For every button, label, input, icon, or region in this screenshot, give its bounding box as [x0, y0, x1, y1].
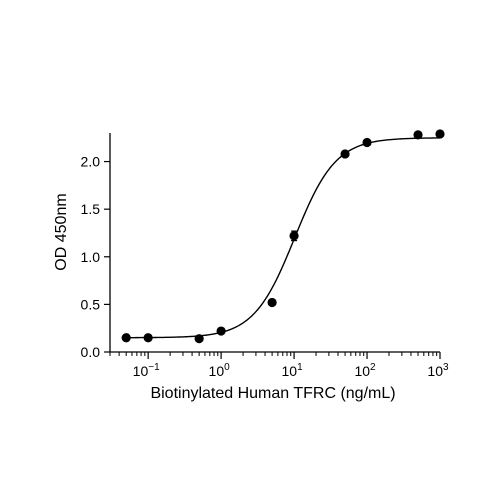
x-tick-label: 10−1 [133, 362, 160, 379]
x-tick-label: 103 [427, 362, 449, 379]
data-point [340, 149, 350, 159]
data-point [435, 129, 445, 139]
y-tick-label: 1.0 [81, 249, 101, 265]
y-tick-label: 0.0 [81, 344, 101, 360]
data-point [121, 333, 131, 343]
axes [109, 133, 440, 353]
data-points [121, 129, 445, 344]
x-axis-label: Biotinylated Human TFRC (ng/mL) [150, 385, 395, 402]
data-point [194, 334, 204, 344]
x-tick-label: 101 [282, 362, 304, 379]
data-point [413, 130, 423, 140]
data-point [289, 231, 299, 241]
y-tick-label: 0.5 [81, 296, 101, 312]
y-axis-label: OD 450nm [53, 193, 70, 270]
y-tick-label: 2.0 [81, 154, 101, 170]
x-tick-label: 102 [354, 362, 376, 379]
data-point [362, 137, 372, 148]
y-tick-label: 1.5 [81, 201, 101, 217]
data-point [143, 333, 153, 343]
data-point [216, 326, 226, 336]
fit-curve [126, 137, 441, 339]
data-point [267, 297, 277, 308]
ticks: 0.0 0.5 1.0 1.5 2.0 10−1 100 101 102 103 [81, 154, 449, 379]
x-tick-label: 100 [209, 362, 231, 379]
